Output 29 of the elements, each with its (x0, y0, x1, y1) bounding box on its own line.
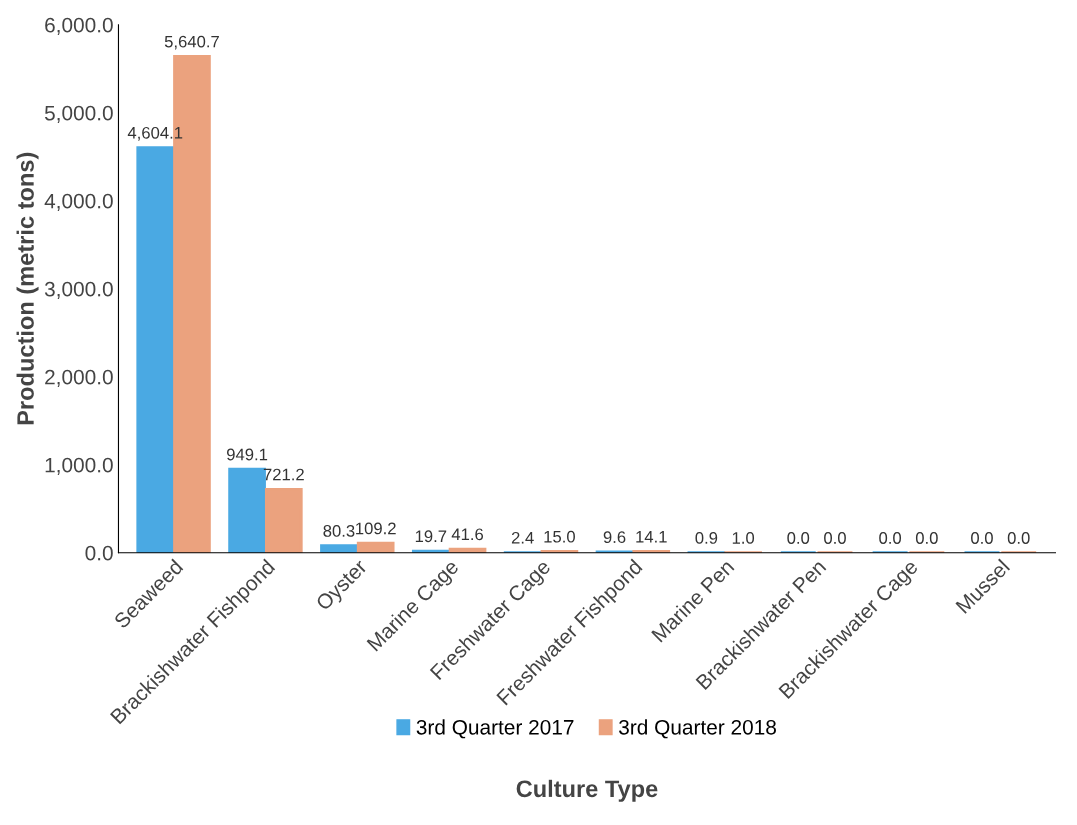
data-label: 0.0 (971, 532, 993, 544)
data-label: 5,640.7 (164, 35, 219, 50)
legend-label: 3rd Quarter 2018 (619, 719, 776, 739)
data-label: 2.4 (511, 531, 534, 544)
y-tick-label: 5,000.0 (44, 105, 113, 123)
data-label: 0.0 (879, 532, 902, 544)
data-label: 109.2 (356, 522, 396, 535)
legend-label: 3rd Quarter 2017 (416, 719, 574, 739)
y-tick-label: 0.0 (85, 545, 113, 561)
data-label: 1.0 (732, 532, 755, 544)
data-label: 80.3 (323, 525, 355, 537)
data-label: 15.0 (544, 530, 575, 543)
data-label: 14.1 (636, 531, 667, 543)
data-label: 949.1 (227, 448, 268, 461)
x-axis-title: Culture Type (516, 779, 658, 802)
data-label: 41.6 (451, 528, 484, 541)
y-tick-label: 1,000.0 (45, 457, 113, 475)
y-tick-label: 4,000.0 (44, 193, 113, 211)
data-label: 0.0 (915, 532, 938, 544)
y-tick-label: 3,000.0 (44, 281, 113, 299)
y-tick-label: 2,000.0 (45, 369, 113, 387)
data-label: 0.0 (824, 532, 846, 544)
data-label: 0.9 (695, 532, 718, 544)
data-label: 19.7 (415, 530, 447, 543)
data-label: 9.6 (603, 531, 626, 544)
data-label: 0.0 (787, 532, 810, 544)
data-label: 0.0 (1007, 532, 1030, 544)
y-axis-title: Production (metric tons) (16, 152, 39, 425)
y-tick-label: 6,000.0 (45, 17, 113, 35)
